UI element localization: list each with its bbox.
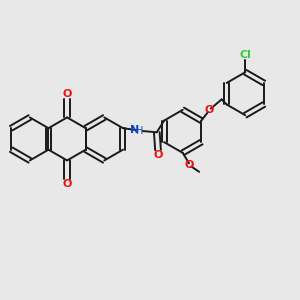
Text: O: O bbox=[185, 160, 194, 170]
Text: O: O bbox=[62, 179, 72, 189]
Text: O: O bbox=[153, 150, 163, 161]
Text: O: O bbox=[62, 89, 72, 99]
Text: H: H bbox=[136, 126, 143, 136]
Text: N: N bbox=[130, 125, 140, 135]
Text: O: O bbox=[204, 106, 214, 116]
Text: Cl: Cl bbox=[239, 50, 251, 59]
